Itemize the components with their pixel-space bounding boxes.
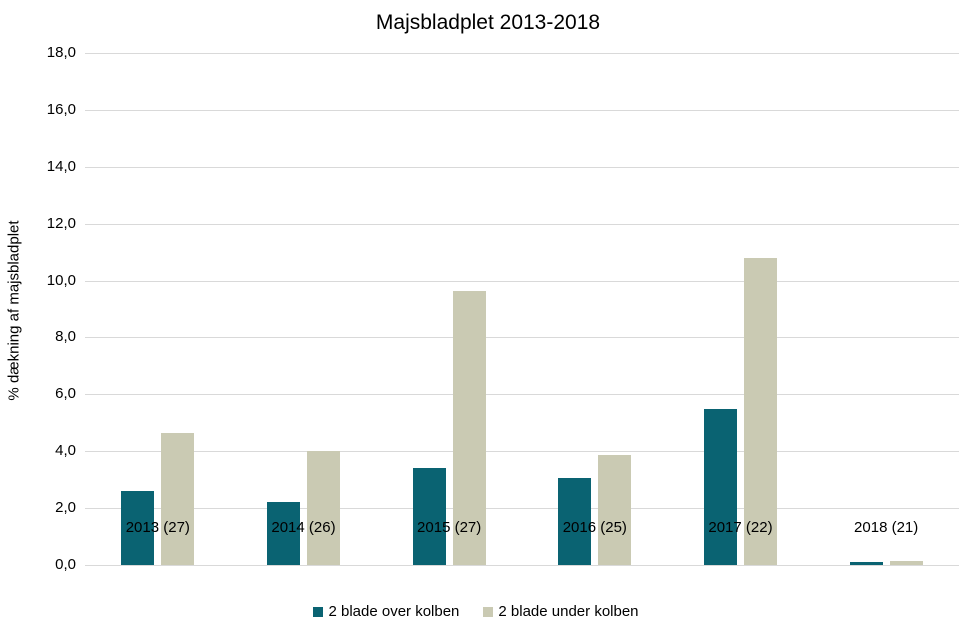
legend: 2 blade over kolben 2 blade under kolben (0, 603, 952, 620)
gridline (85, 166, 959, 168)
y-tick-label: 14,0 (46, 157, 76, 175)
legend-label-under-kolben: 2 blade under kolben (498, 603, 639, 620)
y-tick-label: 16,0 (46, 100, 76, 118)
legend-swatch-under-kolben (483, 606, 494, 617)
y-tick-label: 4,0 (55, 442, 76, 460)
bar (412, 468, 446, 565)
bar (161, 432, 195, 565)
bar (121, 491, 155, 565)
bar (452, 290, 486, 565)
gridline (85, 394, 959, 396)
gridline (85, 280, 959, 282)
gridline (85, 565, 959, 566)
bar (849, 562, 883, 565)
legend-swatch-over-kolben (313, 606, 324, 617)
y-tick-label: 18,0 (46, 44, 76, 61)
bar (558, 478, 592, 565)
bar (307, 451, 340, 565)
y-tick-label: 8,0 (55, 328, 76, 346)
bar (598, 455, 632, 565)
legend-item-under-kolben: 2 blade under kolben (483, 603, 639, 620)
x-tick-label: 2017 (22) (708, 519, 773, 536)
x-tick-label: 2018 (21) (854, 519, 919, 536)
y-tick-label: 10,0 (46, 271, 76, 289)
bar (744, 257, 777, 565)
legend-item-over-kolben: 2 blade over kolben (313, 603, 459, 620)
bar (889, 560, 923, 565)
plot-area (85, 53, 959, 566)
y-tick-label: 0,0 (55, 556, 76, 573)
legend-label-over-kolben: 2 blade over kolben (328, 603, 460, 620)
gridline (85, 109, 959, 111)
y-tick-label: 2,0 (55, 499, 76, 517)
bar (267, 502, 300, 565)
gridline (85, 337, 959, 339)
gridline (85, 53, 959, 54)
gridline (85, 451, 959, 453)
gridline (85, 508, 959, 510)
y-tick-label: 12,0 (46, 214, 76, 232)
x-tick-label: 2014 (26) (271, 519, 336, 536)
y-tick-label: 6,0 (55, 385, 76, 403)
x-tick-label: 2016 (25) (562, 519, 627, 536)
x-tick-label: 2013 (27) (125, 519, 190, 536)
bar (704, 408, 737, 565)
chart-title: Majsbladplet 2013-2018 (375, 11, 601, 34)
x-tick-label: 2015 (27) (417, 519, 482, 536)
gridline (85, 223, 959, 225)
